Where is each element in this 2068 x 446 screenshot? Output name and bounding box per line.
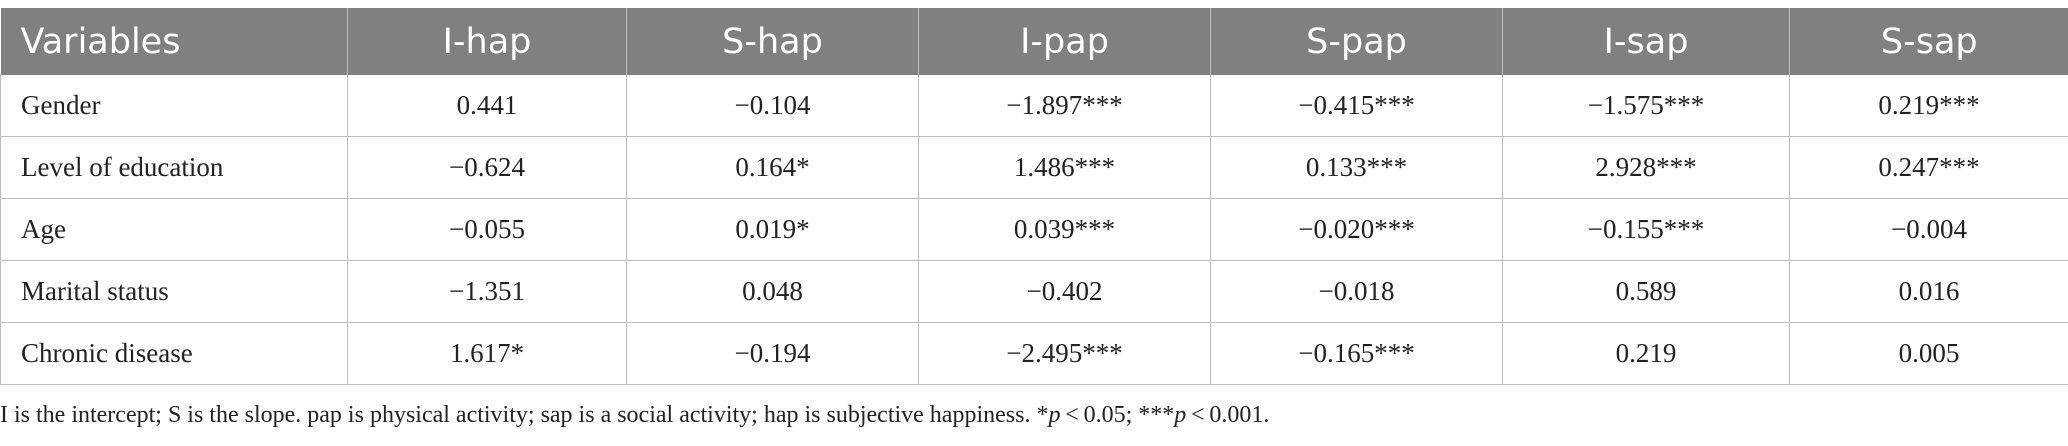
table-cell: −0.055 bbox=[347, 198, 627, 261]
table-row: Age −0.055 0.019* 0.039*** −0.020*** −0.… bbox=[0, 198, 2068, 261]
table-cell: 0.589 bbox=[1502, 260, 1790, 323]
header-variables: Variables bbox=[0, 8, 348, 75]
row-label: Age bbox=[0, 198, 348, 261]
table-cell: −0.018 bbox=[1210, 260, 1503, 323]
table-cell: 0.019* bbox=[626, 198, 919, 261]
table-cell: 0.133*** bbox=[1210, 136, 1503, 199]
table-cell: 0.441 bbox=[347, 75, 627, 137]
table-cell: −1.897*** bbox=[918, 75, 1211, 137]
table-cell: −0.194 bbox=[626, 322, 919, 385]
table-cell: 0.039*** bbox=[918, 198, 1211, 261]
table-cell: 1.617* bbox=[347, 322, 627, 385]
footnote-p-symbol: p bbox=[1174, 402, 1187, 428]
table-cell: −2.495*** bbox=[918, 322, 1211, 385]
table-cell: −0.004 bbox=[1789, 198, 2068, 261]
results-table: Variables I-hap S-hap I-pap S-pap I-sap … bbox=[0, 8, 2068, 385]
table-cell: −0.402 bbox=[918, 260, 1211, 323]
table-row: Gender 0.441 −0.104 −1.897*** −0.415*** … bbox=[0, 75, 2068, 137]
table-cell: 0.219*** bbox=[1789, 75, 2068, 137]
header-row: Variables I-hap S-hap I-pap S-pap I-sap … bbox=[0, 8, 2068, 75]
header-i-hap: I-hap bbox=[347, 8, 627, 75]
table-cell: −0.104 bbox=[626, 75, 919, 137]
table-cell: −1.351 bbox=[347, 260, 627, 323]
header-s-pap: S-pap bbox=[1210, 8, 1503, 75]
footnote-threshold-2: < 0.001. bbox=[1186, 402, 1270, 428]
results-table-container: Variables I-hap S-hap I-pap S-pap I-sap … bbox=[0, 8, 2068, 385]
table-row: Marital status −1.351 0.048 −0.402 −0.01… bbox=[0, 260, 2068, 323]
table-cell: −0.020*** bbox=[1210, 198, 1503, 261]
row-label: Marital status bbox=[0, 260, 348, 323]
table-cell: 1.486*** bbox=[918, 136, 1211, 199]
table-cell: 0.005 bbox=[1789, 322, 2068, 385]
row-label: Gender bbox=[0, 75, 348, 137]
row-label: Chronic disease bbox=[0, 322, 348, 385]
table-cell: 0.219 bbox=[1502, 322, 1790, 385]
row-label: Level of education bbox=[0, 136, 348, 199]
table-cell: −0.165*** bbox=[1210, 322, 1503, 385]
header-s-hap: S-hap bbox=[626, 8, 919, 75]
footnote-threshold-1: < 0.05; *** bbox=[1060, 402, 1175, 428]
table-row: Level of education −0.624 0.164* 1.486**… bbox=[0, 136, 2068, 199]
header-i-pap: I-pap bbox=[918, 8, 1211, 75]
table-cell: −0.415*** bbox=[1210, 75, 1503, 137]
table-cell: 0.016 bbox=[1789, 260, 2068, 323]
table-cell: 0.247*** bbox=[1789, 136, 2068, 199]
table-footnote: I is the intercept; S is the slope. pap … bbox=[0, 402, 1269, 429]
table-cell: 0.048 bbox=[626, 260, 919, 323]
footnote-p-symbol: p bbox=[1048, 402, 1061, 428]
table-cell: −0.624 bbox=[347, 136, 627, 199]
table-row: Chronic disease 1.617* −0.194 −2.495*** … bbox=[0, 322, 2068, 385]
footnote-main-text: I is the intercept; S is the slope. pap … bbox=[0, 402, 1049, 428]
header-s-sap: S-sap bbox=[1789, 8, 2068, 75]
table-cell: −0.155*** bbox=[1502, 198, 1790, 261]
table-cell: 0.164* bbox=[626, 136, 919, 199]
header-i-sap: I-sap bbox=[1502, 8, 1790, 75]
table-cell: 2.928*** bbox=[1502, 136, 1790, 199]
table-cell: −1.575*** bbox=[1502, 75, 1790, 137]
